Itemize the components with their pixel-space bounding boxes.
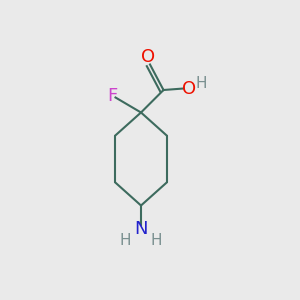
- Text: O: O: [141, 48, 156, 66]
- Text: O: O: [182, 80, 196, 98]
- Text: H: H: [120, 233, 131, 248]
- Text: H: H: [196, 76, 207, 91]
- Text: H: H: [151, 233, 162, 248]
- Text: F: F: [107, 87, 118, 105]
- Text: N: N: [134, 220, 148, 238]
